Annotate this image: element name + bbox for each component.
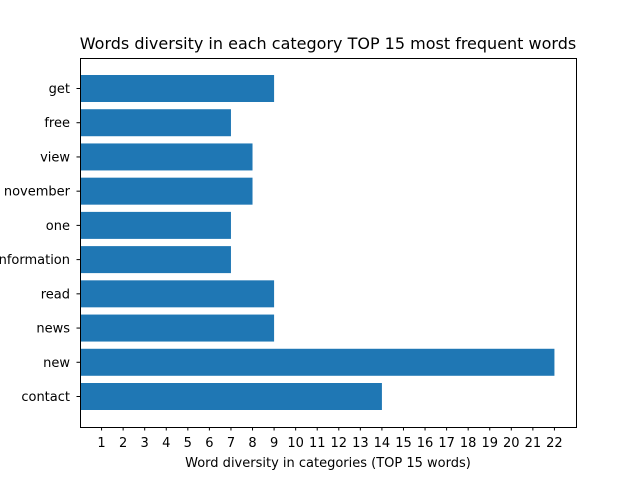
bars-group bbox=[80, 75, 555, 410]
y-tick-label: november bbox=[4, 185, 71, 200]
bar-one bbox=[80, 211, 231, 239]
y-tick-label: free bbox=[44, 116, 70, 131]
y-tick-label: new bbox=[43, 356, 70, 371]
x-tick-label: 14 bbox=[374, 436, 391, 451]
y-tick-label: get bbox=[49, 82, 70, 97]
x-tick-label: 18 bbox=[460, 436, 477, 451]
bar-november bbox=[80, 177, 253, 205]
bar-information bbox=[80, 246, 231, 274]
x-tick-label: 21 bbox=[525, 436, 542, 451]
bar-read bbox=[80, 280, 275, 308]
plot-frame bbox=[80, 58, 577, 428]
chart-title: Words diversity in each category TOP 15 … bbox=[80, 34, 576, 53]
bar-get bbox=[80, 75, 275, 102]
x-tick-label: 7 bbox=[227, 436, 235, 451]
x-tick-label: 20 bbox=[503, 436, 520, 451]
x-tick-label: 17 bbox=[438, 436, 455, 451]
y-tick-label: information bbox=[0, 253, 70, 268]
bar-view bbox=[80, 143, 253, 171]
x-tick-label: 10 bbox=[287, 436, 304, 451]
x-tick-label: 5 bbox=[184, 436, 192, 451]
y-tick-label: one bbox=[46, 219, 70, 234]
x-tick-label: 15 bbox=[395, 436, 412, 451]
x-tick-label: 11 bbox=[309, 436, 326, 451]
y-tick-label: contact bbox=[21, 390, 70, 405]
y-tick-label: read bbox=[41, 287, 70, 302]
x-tick-label: 22 bbox=[546, 436, 563, 451]
x-tick-label: 2 bbox=[119, 436, 127, 451]
x-tick-label: 13 bbox=[352, 436, 369, 451]
x-tick-label: 6 bbox=[205, 436, 213, 451]
x-tick-label: 3 bbox=[141, 436, 149, 451]
x-tick-label: 8 bbox=[248, 436, 256, 451]
y-tick-label: view bbox=[40, 150, 70, 165]
x-tick-label: 16 bbox=[417, 436, 434, 451]
x-axis-ticks: 1 2 3 4 5 6 7 8 9 10 11 12 13 14 15 16 17 18 19 20 21 22 bbox=[97, 427, 563, 451]
bar-new bbox=[80, 348, 555, 376]
x-tick-label: 9 bbox=[270, 436, 278, 451]
bar-news bbox=[80, 314, 275, 342]
bar-contact bbox=[80, 383, 382, 410]
bar-free bbox=[80, 109, 231, 137]
x-tick-label: 19 bbox=[481, 436, 498, 451]
x-tick-label: 1 bbox=[97, 436, 105, 451]
x-axis-label: Word diversity in categories (TOP 15 wor… bbox=[185, 456, 471, 471]
x-tick-label: 4 bbox=[162, 436, 170, 451]
y-tick-label: news bbox=[36, 322, 70, 337]
x-tick-label: 12 bbox=[331, 436, 348, 451]
y-axis-ticks: get free view november one information read new… bbox=[0, 82, 80, 405]
